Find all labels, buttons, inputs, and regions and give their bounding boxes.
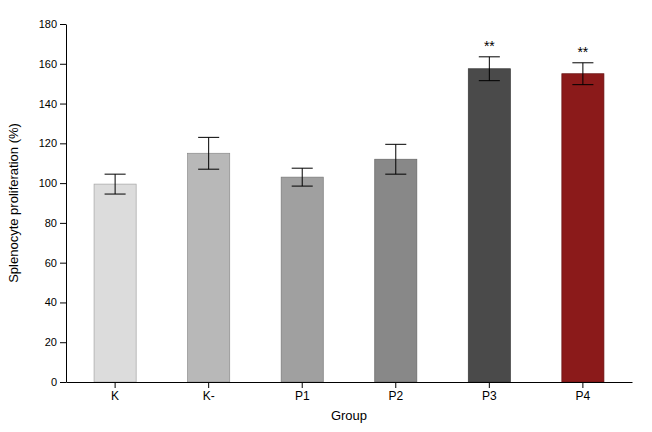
tick-label: 20 [45, 336, 57, 348]
error-bar-cap [292, 168, 313, 169]
plot-area: K K- P1 P2 P3 P4 0 20 40 60 80 100 120 140 160 180 ** ** [39, 18, 633, 403]
tick-label: 140 [39, 98, 57, 110]
error-bar [572, 63, 593, 85]
y-tick: 180 [39, 18, 66, 30]
axis-line [66, 25, 67, 383]
x-tick: P4 [576, 382, 591, 403]
tick-label: 40 [45, 296, 57, 308]
significance-label: ** [484, 38, 495, 54]
error-bar-line [582, 63, 583, 85]
y-tick: 100 [39, 177, 66, 189]
marks [94, 57, 604, 382]
tick-mark [60, 302, 66, 303]
bar [375, 159, 417, 382]
y-axis: 0 20 40 60 80 100 120 140 160 180 [39, 18, 67, 388]
tick-mark [60, 183, 66, 184]
error-bar-line [489, 57, 490, 81]
error-bar-line [208, 137, 209, 169]
tick-mark [60, 223, 66, 224]
error-bar-cap [572, 62, 593, 63]
tick-mark [115, 382, 116, 388]
bar [281, 177, 323, 382]
y-tick: 80 [45, 217, 66, 229]
error-bar-cap [385, 144, 406, 145]
x-tick: K [111, 382, 119, 403]
tick-mark [489, 382, 490, 388]
chart: K K- P1 P2 P3 P4 0 20 40 60 80 100 120 140 160 180 ** ** G… [0, 0, 652, 432]
tick-mark [60, 342, 66, 343]
y-axis-title: Splenocyte proliferation (%) [6, 123, 21, 283]
tick-mark [60, 64, 66, 65]
error-bar-line [395, 144, 396, 174]
tick-mark [208, 382, 209, 388]
x-tick: P2 [388, 382, 403, 403]
x-tick: P1 [295, 382, 310, 403]
tick-label: 160 [39, 58, 57, 70]
error-bar-cap [572, 84, 593, 85]
tick-mark [60, 263, 66, 264]
tick-label: 80 [45, 217, 57, 229]
y-tick: 0 [51, 376, 66, 388]
tick-label: 120 [39, 137, 57, 149]
tick-mark [60, 24, 66, 25]
y-tick: 140 [39, 98, 66, 110]
x-axis-title: Group [331, 408, 367, 423]
tick-label: P3 [482, 389, 497, 403]
tick-label: K [111, 389, 119, 403]
tick-label: P4 [576, 389, 591, 403]
y-tick: 20 [45, 336, 66, 348]
x-tick: P3 [482, 382, 497, 403]
tick-mark [395, 382, 396, 388]
axis-line [67, 382, 633, 383]
y-tick: 40 [45, 296, 66, 308]
error-bar-cap [479, 56, 500, 57]
y-tick: 120 [39, 137, 66, 149]
y-tick: 60 [45, 257, 66, 269]
error-bar-cap [105, 194, 126, 195]
tick-label: P1 [295, 389, 310, 403]
error-bar-cap [198, 137, 219, 138]
tick-label: 60 [45, 257, 57, 269]
tick-mark [582, 382, 583, 388]
tick-mark [60, 104, 66, 105]
bar [188, 153, 230, 382]
annotations: ** ** [484, 38, 589, 60]
error-bar-cap [385, 174, 406, 175]
y-tick: 160 [39, 58, 66, 70]
significance-label: ** [577, 44, 588, 60]
bar [94, 184, 136, 382]
bar [562, 74, 604, 382]
tick-label: 0 [51, 376, 57, 388]
tick-mark [60, 143, 66, 144]
error-bar [198, 137, 219, 169]
tick-label: K- [203, 389, 215, 403]
error-bar [385, 144, 406, 174]
error-bar-cap [292, 186, 313, 187]
error-bar-cap [105, 174, 126, 175]
error-bar [292, 168, 313, 186]
tick-mark [302, 382, 303, 388]
x-tick: K- [203, 382, 215, 403]
error-bar-cap [198, 169, 219, 170]
tick-label: P2 [388, 389, 403, 403]
error-bar [479, 57, 500, 81]
error-bar-line [115, 174, 116, 194]
error-bar-line [302, 168, 303, 186]
error-bar [105, 174, 126, 194]
tick-label: 180 [39, 18, 57, 30]
tick-label: 100 [39, 177, 57, 189]
error-bar-cap [479, 80, 500, 81]
x-axis: K K- P1 P2 P3 P4 [67, 382, 633, 403]
bar [468, 69, 510, 382]
tick-mark [60, 382, 66, 383]
